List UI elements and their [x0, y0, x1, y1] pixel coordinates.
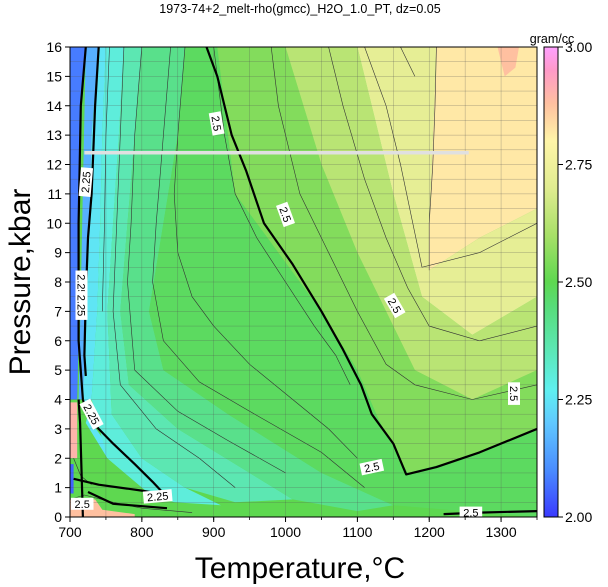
contour-label: 2.5: [459, 506, 483, 520]
contour-label-background: [208, 111, 225, 136]
contour-label-background: [508, 382, 520, 405]
y-tick-label: 1: [54, 480, 62, 496]
x-tick-label: 700: [58, 524, 82, 540]
contour-label: 2.25: [78, 167, 94, 197]
y-tick-label: 0: [54, 509, 62, 525]
colorbar-tick-label: 2.50: [565, 274, 592, 290]
contour-label: 2.5: [275, 201, 296, 228]
grid-lines: [70, 47, 537, 517]
bold-contour-line: [205, 47, 537, 476]
x-axis-label: Temperature,°C: [195, 552, 405, 585]
thin-contour-line: [364, 47, 537, 268]
y-tick-label: 9: [54, 245, 62, 261]
bold-contour-line: [77, 399, 84, 517]
contour-label-text: 2.5: [208, 115, 222, 132]
contour-label-text: 2.25: [147, 490, 169, 504]
x-tick-label: 1200: [414, 524, 445, 540]
contour-label: 2.5: [70, 497, 94, 511]
y-tick-label: 13: [46, 127, 62, 143]
contour-label: 2.25: [142, 489, 173, 504]
contour-fill-region: [70, 464, 74, 494]
contour-label-text: 2.5: [507, 386, 519, 401]
y-tick-label: 2: [54, 450, 62, 466]
y-tick-label: 8: [54, 274, 62, 290]
plot-area: 2.252.252.252.252.252.52.52.52.52.52.52.…: [70, 47, 537, 520]
x-axis: 700 800 900 1000 1100 1200 1300: [58, 517, 538, 540]
y-tick-label: 14: [46, 98, 62, 114]
y-tick-label: 6: [54, 333, 62, 349]
y-tick-label: 5: [54, 362, 62, 378]
contour-label-text: 2.5: [363, 461, 380, 476]
bold-contour-line: [87, 491, 168, 510]
colorbar-tick-label: 2.00: [565, 509, 592, 525]
colorbar-gradient: [543, 46, 559, 518]
colorbar-unit-label: gram/cc: [530, 32, 574, 46]
contour-label-background: [275, 201, 296, 228]
contour-label: 2.25: [75, 291, 88, 320]
contour-label-background: [359, 458, 385, 476]
contour-fill-region: [120, 47, 394, 512]
contour-label-text: 2.5: [75, 499, 90, 511]
colorbar-tick-label: 3.00: [565, 39, 592, 55]
contour-label-background: [142, 489, 173, 504]
x-tick-label: 900: [202, 524, 226, 540]
contour-fill-region: [107, 47, 293, 503]
y-tick-label: 15: [46, 68, 62, 84]
x-tick-label: 800: [130, 524, 154, 540]
colorbar-tick-label: 2.75: [565, 157, 592, 173]
contour-label-text: 2.25: [75, 274, 87, 295]
contour-label-background: [75, 291, 88, 320]
chart-title: 1973-74+2_melt-rho(gmcc)_H2O_1.0_PT, dz=…: [159, 2, 440, 16]
contour-fill-region: [429, 47, 537, 271]
contour-label-text: 2.25: [80, 171, 94, 193]
y-tick-label: 3: [54, 421, 62, 437]
y-tick-label: 12: [46, 157, 62, 173]
x-tick-label: 1100: [342, 524, 372, 540]
contour-label: 2.5: [507, 382, 520, 405]
contour-label-text: 2.5: [276, 206, 293, 224]
contour-label-background: [383, 292, 406, 319]
contour-label-background: [78, 167, 94, 197]
y-tick-label: 4: [54, 392, 62, 408]
contour-fill-region: [91, 47, 221, 506]
contour-labels: 2.252.252.252.252.252.52.52.52.52.52.52.…: [70, 111, 520, 520]
y-tick-label: 7: [54, 303, 62, 319]
contour-label: 2.5: [208, 111, 225, 136]
contour-label: 2.5: [359, 458, 385, 476]
bold-contour-line: [83, 47, 100, 377]
contour-label-text: 2.5: [463, 508, 478, 520]
contour-fill-region: [357, 47, 537, 335]
thin-contour-line: [328, 47, 537, 342]
contour-label-background: [70, 497, 94, 510]
y-tick-label: 10: [46, 215, 62, 231]
contour-fill-region: [70, 402, 78, 459]
contour-label-background: [459, 506, 483, 517]
y-axis-label: Pressure,kbar: [4, 189, 37, 376]
colorbar-ticks: 2.00 2.25 2.50 2.75 3.00: [558, 39, 592, 525]
contour-label-text: 2.25: [75, 295, 87, 316]
colorbar-tick-label: 2.25: [565, 392, 592, 408]
y-tick-label: 11: [47, 186, 62, 202]
y-tick-label: 16: [46, 39, 62, 55]
x-tick-label: 1300: [485, 524, 516, 540]
x-tick-label: 1000: [270, 524, 301, 540]
colorbar: gram/cc 2.00 2.25 2.50 2.75 3.00: [530, 32, 593, 525]
contour-label-background: [79, 398, 104, 430]
